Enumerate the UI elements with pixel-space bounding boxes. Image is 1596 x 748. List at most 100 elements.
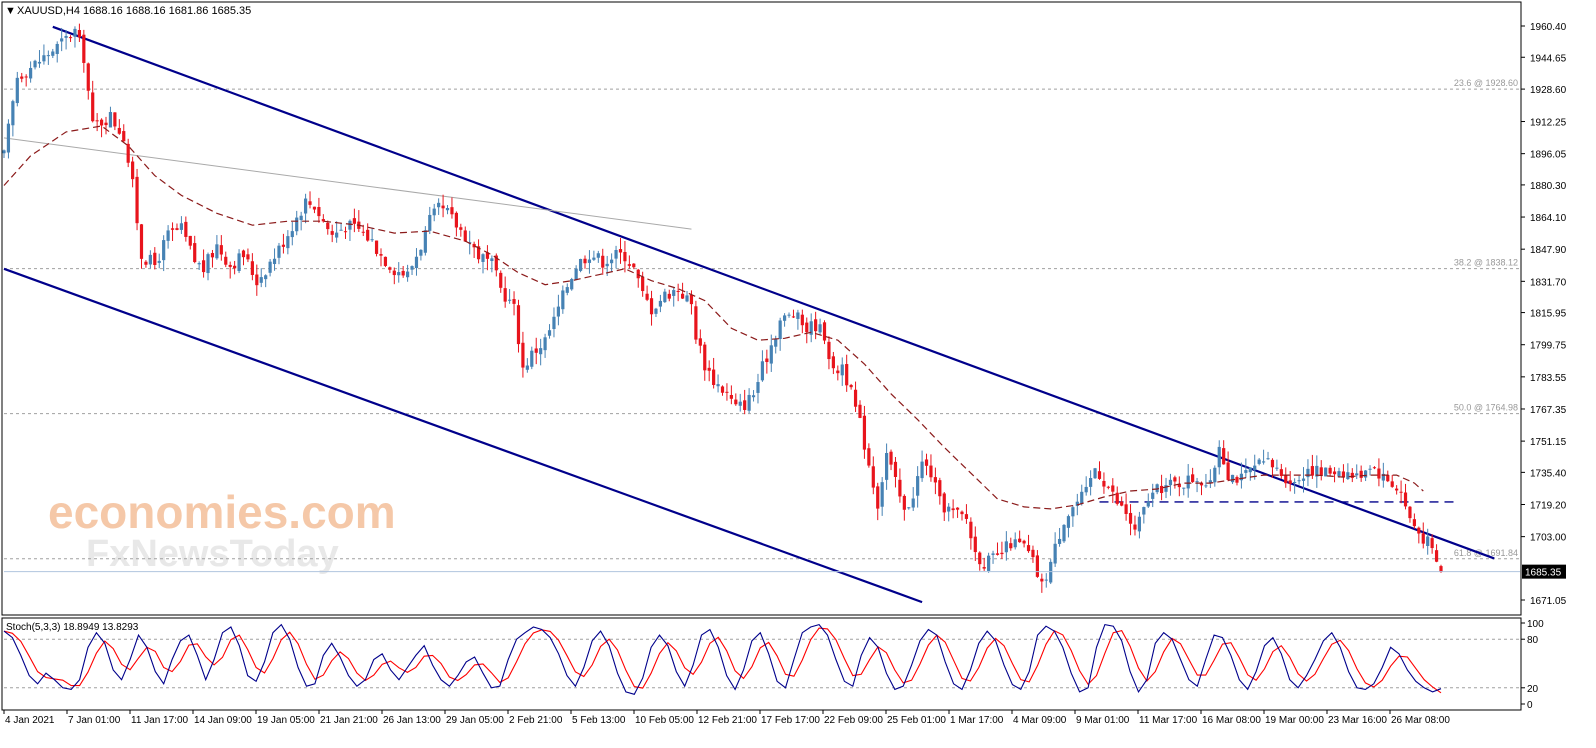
candle-bull [1168,479,1173,486]
candle-bull [1066,516,1071,528]
candle-bear [933,477,937,483]
candle-bear [135,176,139,224]
price-tick-label: 1671.05 [1530,596,1567,607]
candle-bear [1403,492,1408,507]
candle-bull [840,364,844,376]
candle-bear [1439,566,1443,572]
candle-bear [104,122,108,126]
candle-bull [37,61,42,64]
candle-bear [1417,527,1421,534]
candle-bull [264,275,268,280]
candle-bear [153,252,157,265]
candle-bull [397,272,401,276]
candle-bear [113,112,117,127]
candle-bear [117,127,121,134]
candle-bear [534,348,538,353]
candle-bear [805,322,809,333]
stochastic-indicator: 100 80 20 0 Stoch(5,3,3) 18.8949 13.8293 [3,619,1544,711]
candle-bear [1159,485,1164,494]
candle-bull [920,461,924,479]
candle-bear [1279,469,1283,477]
candle-bear [814,319,818,332]
candle-bear [725,391,729,393]
price-tick-label: 1912.25 [1530,118,1567,129]
time-tick-label: 16 Mar 08:00 [1202,715,1261,726]
candle-bull [339,229,343,231]
candle-bull [437,202,441,208]
candle-bear [1390,481,1394,487]
time-tick-label: 5 Feb 13:00 [572,715,626,726]
candle-bear [836,370,840,374]
candle-bear [201,260,206,273]
stoch-signal-line [3,627,1442,694]
candle-bull [774,338,778,347]
candle-bear [388,267,392,270]
candle-bear [978,552,982,565]
candle-bull [259,277,263,283]
candle-bull [1053,543,1057,564]
candle-bull [1230,474,1235,483]
candle-bear [1115,492,1119,504]
candle-bear [1124,504,1128,514]
candle-bull [556,306,560,317]
candle-bull [508,299,512,301]
candle-bull [1062,524,1066,542]
candle-bull [11,101,15,126]
candle-bear [636,269,640,279]
candle-bear [973,536,977,553]
candle-bear [969,521,973,539]
candle-bear [1421,533,1425,544]
price-tick-label: 1767.35 [1530,405,1567,416]
price-tick-label: 1960.40 [1530,22,1567,33]
candle-bull [15,77,19,104]
candle-bear [924,459,929,466]
candle-bull [206,254,210,274]
candle-bear [1350,472,1354,478]
candle-bear [858,404,862,418]
time-tick-label: 21 Jan 21:00 [320,715,378,726]
candle-bear [960,511,964,515]
candle-bear [24,76,28,78]
stoch-pane-frame [1,617,1522,711]
candle-bull [778,320,782,339]
candle-bear [122,131,126,142]
time-tick-label: 2 Feb 21:00 [509,715,563,726]
candle-bear [729,395,733,399]
candle-bull [410,266,414,270]
candle-bull [1151,492,1155,499]
candle-bear [485,252,490,259]
candle-bear [99,119,104,126]
candle-bear [503,288,507,302]
candlesticks [2,23,1443,593]
candle-bull [539,348,543,355]
candle-bear [1097,471,1102,479]
candle-bear [827,341,831,360]
candle-bull [1089,477,1093,487]
candle-bear [871,466,875,488]
candle-bull [818,324,822,333]
candle-bull [654,308,658,314]
stoch-tick-label: 80 [1527,635,1539,646]
candle-bull [574,268,578,280]
price-tick-label: 1944.65 [1530,53,1567,64]
fib-level-label: 23.6 @ 1928.60 [1454,78,1518,88]
time-tick-label: 14 Jan 09:00 [194,715,252,726]
candle-bull [197,263,201,265]
candle-bear [233,265,237,269]
stoch-main-line [3,623,1442,695]
candle-bull [1253,465,1257,471]
candle-bull [587,259,592,263]
candle-bull [55,43,59,54]
candle-bear [876,486,880,509]
time-tick-label: 12 Feb 21:00 [698,715,757,726]
candle-bull [987,555,991,571]
stoch-tick-label: 20 [1527,684,1539,695]
candle-bear [694,306,698,340]
candle-bear [1372,467,1377,469]
price-tick-label: 1864.10 [1530,213,1567,224]
fib-level-label: 38.2 @ 1838.12 [1454,258,1518,268]
candle-bear [308,201,312,205]
candle-bear [401,270,405,276]
fib-level-label: 50.0 @ 1764.98 [1454,403,1518,413]
collapse-arrow-icon[interactable]: ▼ [5,5,16,17]
